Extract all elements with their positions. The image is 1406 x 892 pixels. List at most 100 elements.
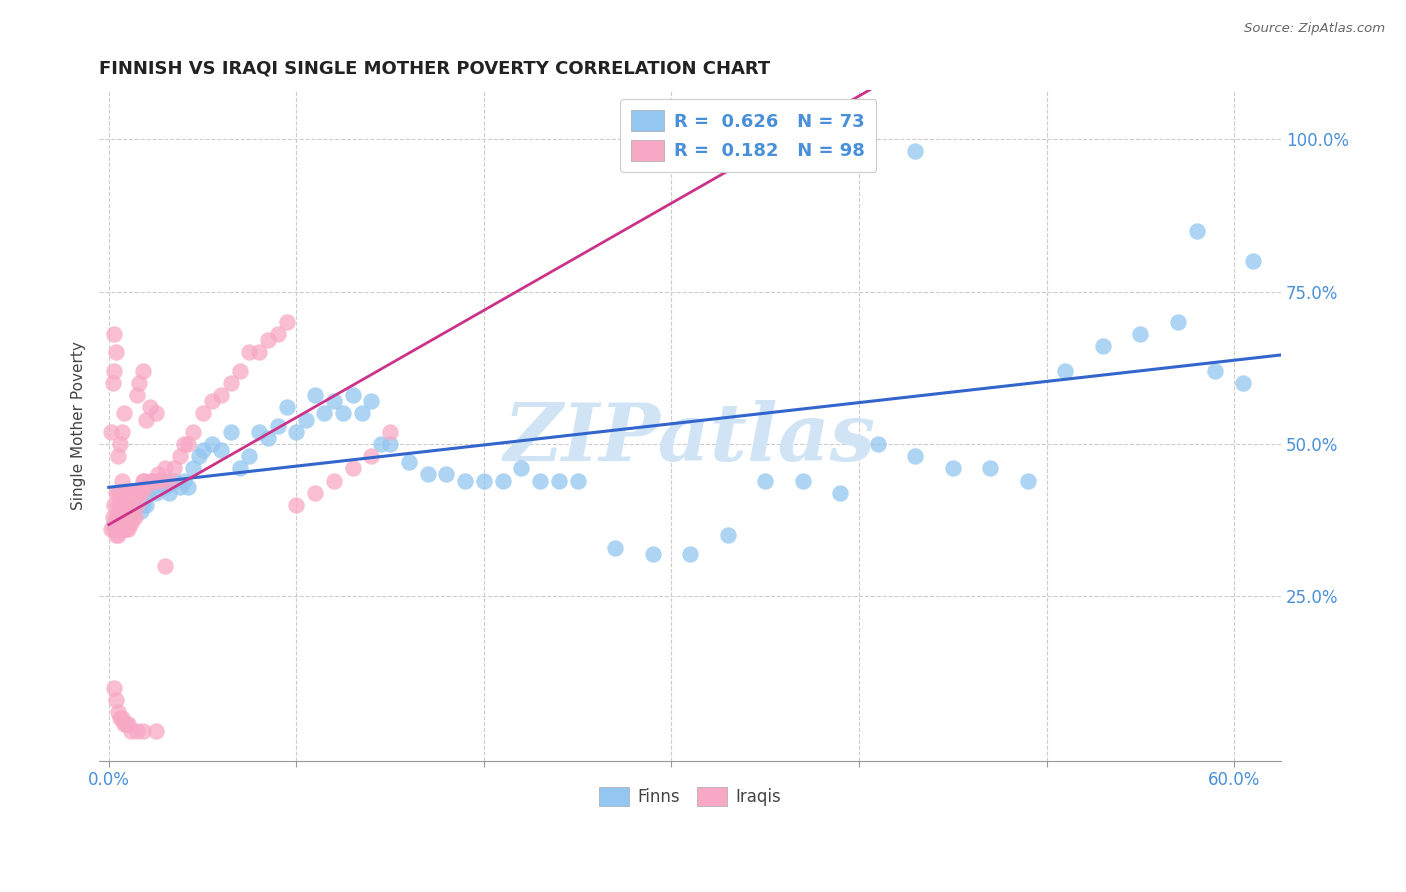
Point <box>567 474 589 488</box>
Point <box>257 431 280 445</box>
Point <box>314 407 336 421</box>
Point <box>792 474 814 488</box>
Text: Source: ZipAtlas.com: Source: ZipAtlas.com <box>1244 22 1385 36</box>
Point <box>398 455 420 469</box>
Point <box>191 443 214 458</box>
Point <box>134 474 156 488</box>
Point <box>904 449 927 463</box>
Point <box>139 474 162 488</box>
Point <box>830 485 852 500</box>
Point <box>322 474 344 488</box>
Point <box>1232 376 1254 390</box>
Point <box>112 485 135 500</box>
Point <box>150 474 173 488</box>
Point <box>117 485 139 500</box>
Point <box>122 485 145 500</box>
Point <box>416 467 439 482</box>
Point <box>866 437 889 451</box>
Point <box>605 541 627 555</box>
Point <box>107 706 129 720</box>
Point <box>105 345 128 359</box>
Point <box>163 474 186 488</box>
Point <box>135 412 157 426</box>
Point <box>120 498 142 512</box>
Point <box>111 425 134 439</box>
Point <box>176 437 198 451</box>
Point <box>229 364 252 378</box>
Point <box>276 401 298 415</box>
Point <box>176 480 198 494</box>
Point <box>103 516 125 531</box>
Point <box>181 425 204 439</box>
Point <box>238 345 260 359</box>
Point <box>105 510 128 524</box>
Point <box>117 510 139 524</box>
Point <box>276 315 298 329</box>
Point <box>108 485 131 500</box>
Legend: Finns, Iraqis: Finns, Iraqis <box>593 780 787 814</box>
Point <box>266 418 288 433</box>
Point <box>103 522 125 536</box>
Point <box>117 717 139 731</box>
Point <box>103 364 125 378</box>
Point <box>142 474 165 488</box>
Point <box>120 516 142 531</box>
Point <box>378 425 401 439</box>
Point <box>322 394 344 409</box>
Point <box>118 498 141 512</box>
Point <box>112 717 135 731</box>
Point <box>717 528 740 542</box>
Point <box>105 693 128 707</box>
Point <box>247 425 270 439</box>
Point <box>111 474 134 488</box>
Point <box>125 388 148 402</box>
Point <box>124 485 146 500</box>
Point <box>128 485 150 500</box>
Point <box>117 510 139 524</box>
Point <box>112 510 135 524</box>
Point <box>229 461 252 475</box>
Point <box>285 498 308 512</box>
Point <box>153 480 176 494</box>
Point <box>454 474 477 488</box>
Point <box>1185 223 1208 237</box>
Point <box>360 394 382 409</box>
Point <box>107 449 129 463</box>
Point <box>107 528 129 542</box>
Point <box>370 437 392 451</box>
Point <box>111 498 134 512</box>
Point <box>169 449 191 463</box>
Point <box>1054 364 1077 378</box>
Point <box>131 474 153 488</box>
Point <box>105 528 128 542</box>
Point <box>247 345 270 359</box>
Point <box>173 437 195 451</box>
Text: ZIPatlas: ZIPatlas <box>505 401 876 478</box>
Point <box>163 461 186 475</box>
Point <box>112 407 135 421</box>
Point <box>378 437 401 451</box>
Point <box>120 498 142 512</box>
Point <box>122 510 145 524</box>
Point <box>145 407 167 421</box>
Point <box>135 498 157 512</box>
Point <box>181 461 204 475</box>
Point <box>118 516 141 531</box>
Point <box>1129 327 1152 342</box>
Point <box>294 412 316 426</box>
Point <box>157 474 180 488</box>
Point <box>979 461 1001 475</box>
Point <box>103 681 125 695</box>
Point <box>1017 474 1039 488</box>
Point <box>128 376 150 390</box>
Point <box>107 510 129 524</box>
Point <box>131 364 153 378</box>
Point <box>107 498 129 512</box>
Point <box>492 474 515 488</box>
Point <box>125 498 148 512</box>
Point <box>108 522 131 536</box>
Point <box>201 437 224 451</box>
Point <box>135 480 157 494</box>
Point <box>112 522 135 536</box>
Point <box>641 547 664 561</box>
